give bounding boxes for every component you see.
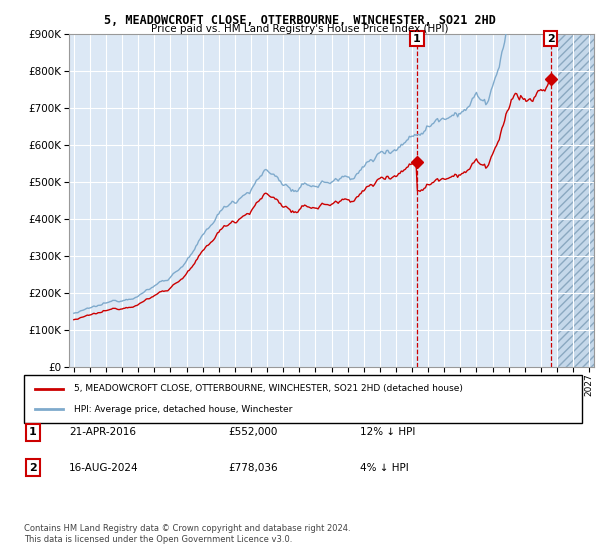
Text: 4% ↓ HPI: 4% ↓ HPI xyxy=(360,463,409,473)
Text: £778,036: £778,036 xyxy=(228,463,278,473)
Text: 2: 2 xyxy=(547,34,555,44)
Text: £552,000: £552,000 xyxy=(228,427,277,437)
Text: 1: 1 xyxy=(29,427,37,437)
Text: 5, MEADOWCROFT CLOSE, OTTERBOURNE, WINCHESTER, SO21 2HD: 5, MEADOWCROFT CLOSE, OTTERBOURNE, WINCH… xyxy=(104,14,496,27)
Text: Contains HM Land Registry data © Crown copyright and database right 2024.: Contains HM Land Registry data © Crown c… xyxy=(24,524,350,533)
Bar xyxy=(557,34,594,367)
Bar xyxy=(557,34,594,367)
Text: 16-AUG-2024: 16-AUG-2024 xyxy=(69,463,139,473)
Text: 12% ↓ HPI: 12% ↓ HPI xyxy=(360,427,415,437)
Text: 21-APR-2016: 21-APR-2016 xyxy=(69,427,136,437)
Text: HPI: Average price, detached house, Winchester: HPI: Average price, detached house, Winc… xyxy=(74,405,293,414)
Text: 5, MEADOWCROFT CLOSE, OTTERBOURNE, WINCHESTER, SO21 2HD (detached house): 5, MEADOWCROFT CLOSE, OTTERBOURNE, WINCH… xyxy=(74,384,463,393)
Text: 1: 1 xyxy=(413,34,421,44)
FancyBboxPatch shape xyxy=(24,375,582,423)
Text: 2: 2 xyxy=(29,463,37,473)
Text: Price paid vs. HM Land Registry's House Price Index (HPI): Price paid vs. HM Land Registry's House … xyxy=(151,24,449,34)
Text: This data is licensed under the Open Government Licence v3.0.: This data is licensed under the Open Gov… xyxy=(24,535,292,544)
